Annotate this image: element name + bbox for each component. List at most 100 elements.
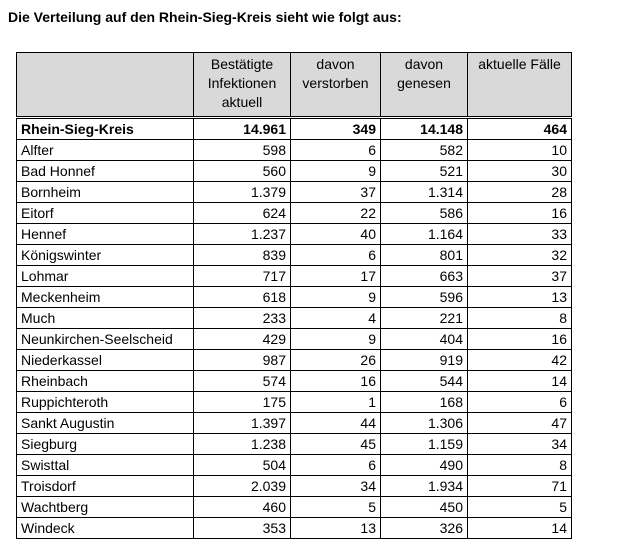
- cell-name: Wachtberg: [16, 496, 194, 518]
- cell-recovered: 1.934: [380, 475, 468, 497]
- cell-name: Bornheim: [16, 181, 194, 203]
- cell-name: Siegburg: [16, 433, 194, 455]
- cell-deceased: 45: [290, 433, 381, 455]
- cell-current-cases: 6: [467, 391, 572, 413]
- cell-infections: 839: [193, 244, 291, 266]
- cell-infections: 1.379: [193, 181, 291, 203]
- cell-current-cases: 16: [467, 328, 572, 350]
- cell-name: Bad Honnef: [16, 160, 194, 182]
- cell-current-cases: 10: [467, 139, 572, 161]
- cell-infections: 598: [193, 139, 291, 161]
- table-row: Siegburg 1.238 45 1.159 34: [16, 433, 572, 455]
- cell-recovered: 14.148: [380, 116, 468, 140]
- table-row: Rheinbach 574 16 544 14: [16, 370, 572, 392]
- table-row: Windeck 353 13 326 14: [16, 517, 572, 539]
- cell-current-cases: 5: [467, 496, 572, 518]
- cell-current-cases: 13: [467, 286, 572, 308]
- cell-name: Rhein-Sieg-Kreis: [16, 116, 194, 140]
- column-header-municipality: [16, 52, 194, 118]
- table-row: Troisdorf 2.039 34 1.934 71: [16, 475, 572, 497]
- cell-name: Much: [16, 307, 194, 329]
- cell-infections: 560: [193, 160, 291, 182]
- cell-infections: 717: [193, 265, 291, 287]
- cell-current-cases: 16: [467, 202, 572, 224]
- table-row: Lohmar 717 17 663 37: [16, 265, 572, 287]
- cell-deceased: 17: [290, 265, 381, 287]
- table-row: Swisttal 504 6 490 8: [16, 454, 572, 476]
- cell-current-cases: 14: [467, 370, 572, 392]
- table-row: Niederkassel 987 26 919 42: [16, 349, 572, 371]
- page-heading: Die Verteilung auf den Rhein-Sieg-Kreis …: [8, 9, 402, 25]
- cell-deceased: 9: [290, 160, 381, 182]
- table-row: Sankt Augustin 1.397 44 1.306 47: [16, 412, 572, 434]
- cell-recovered: 521: [380, 160, 468, 182]
- cell-deceased: 40: [290, 223, 381, 245]
- cell-current-cases: 14: [467, 517, 572, 539]
- cell-current-cases: 28: [467, 181, 572, 203]
- cell-recovered: 663: [380, 265, 468, 287]
- cell-infections: 353: [193, 517, 291, 539]
- cell-deceased: 4: [290, 307, 381, 329]
- table-row: Much 233 4 221 8: [16, 307, 572, 329]
- table-row: Meckenheim 618 9 596 13: [16, 286, 572, 308]
- cell-infections: 429: [193, 328, 291, 350]
- cell-recovered: 582: [380, 139, 468, 161]
- cell-deceased: 1: [290, 391, 381, 413]
- table-row: Neunkirchen-Seelscheid 429 9 404 16: [16, 328, 572, 350]
- cell-infections: 460: [193, 496, 291, 518]
- table-row: Königswinter 839 6 801 32: [16, 244, 572, 266]
- cell-recovered: 168: [380, 391, 468, 413]
- column-header-recovered: davon genesen: [380, 52, 468, 118]
- cell-current-cases: 33: [467, 223, 572, 245]
- column-header-infections: Bestätigte Infektionen aktuell: [193, 52, 291, 118]
- table-header-row: Bestätigte Infektionen aktuell davon ver…: [16, 52, 572, 118]
- cell-name: Rheinbach: [16, 370, 194, 392]
- cell-current-cases: 464: [467, 116, 572, 140]
- cell-infections: 233: [193, 307, 291, 329]
- cell-infections: 987: [193, 349, 291, 371]
- cell-deceased: 22: [290, 202, 381, 224]
- cell-current-cases: 42: [467, 349, 572, 371]
- table-row-total: Rhein-Sieg-Kreis 14.961 349 14.148 464: [16, 116, 572, 140]
- table-row: Alfter 598 6 582 10: [16, 139, 572, 161]
- cell-name: Neunkirchen-Seelscheid: [16, 328, 194, 350]
- cell-recovered: 1.306: [380, 412, 468, 434]
- cell-deceased: 26: [290, 349, 381, 371]
- cell-name: Eitorf: [16, 202, 194, 224]
- cell-recovered: 919: [380, 349, 468, 371]
- cell-name: Windeck: [16, 517, 194, 539]
- cell-deceased: 44: [290, 412, 381, 434]
- table-row: Ruppichteroth 175 1 168 6: [16, 391, 572, 413]
- cell-infections: 574: [193, 370, 291, 392]
- cell-name: Lohmar: [16, 265, 194, 287]
- cell-recovered: 404: [380, 328, 468, 350]
- cell-deceased: 5: [290, 496, 381, 518]
- cell-recovered: 221: [380, 307, 468, 329]
- cell-deceased: 349: [290, 116, 381, 140]
- cell-name: Troisdorf: [16, 475, 194, 497]
- cell-deceased: 9: [290, 328, 381, 350]
- cell-recovered: 450: [380, 496, 468, 518]
- cell-recovered: 490: [380, 454, 468, 476]
- table-row: Wachtberg 460 5 450 5: [16, 496, 572, 518]
- cell-infections: 504: [193, 454, 291, 476]
- table-row: Bornheim 1.379 37 1.314 28: [16, 181, 572, 203]
- table-row: Eitorf 624 22 586 16: [16, 202, 572, 224]
- cell-recovered: 544: [380, 370, 468, 392]
- cell-deceased: 16: [290, 370, 381, 392]
- cell-infections: 1.397: [193, 412, 291, 434]
- cell-recovered: 326: [380, 517, 468, 539]
- cell-current-cases: 8: [467, 307, 572, 329]
- cell-name: Königswinter: [16, 244, 194, 266]
- cell-current-cases: 8: [467, 454, 572, 476]
- cell-recovered: 586: [380, 202, 468, 224]
- cell-deceased: 37: [290, 181, 381, 203]
- cell-recovered: 801: [380, 244, 468, 266]
- cell-name: Meckenheim: [16, 286, 194, 308]
- cell-deceased: 6: [290, 244, 381, 266]
- cell-recovered: 1.159: [380, 433, 468, 455]
- cell-name: Hennef: [16, 223, 194, 245]
- cell-name: Sankt Augustin: [16, 412, 194, 434]
- cell-deceased: 9: [290, 286, 381, 308]
- table-row: Bad Honnef 560 9 521 30: [16, 160, 572, 182]
